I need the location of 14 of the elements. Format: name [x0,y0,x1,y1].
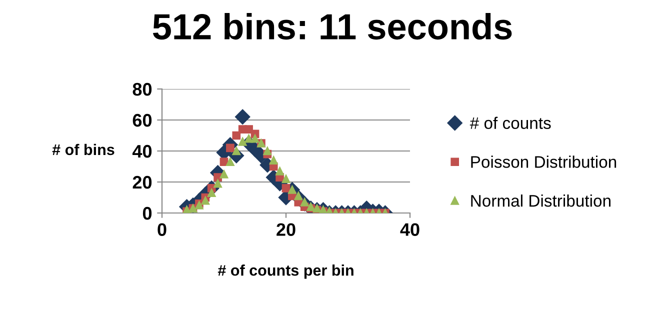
legend-label: Poisson Distribution [471,156,616,168]
x-tick-label: 0 [158,223,166,236]
y-tick-label: 0 [142,206,152,220]
y-axis-title: # of bins [52,144,114,156]
chart-title: 512 bins: 11 seconds [152,13,512,40]
y-tick-label: 40 [132,144,152,158]
x-axis-title: # of counts per bin [218,264,354,279]
y-tick-label: 60 [132,114,152,127]
legend-label: # of counts [470,116,551,130]
y-tick-label: 20 [132,176,152,189]
x-tick-label: 20 [276,223,296,236]
legend-label: Normal Distribution [471,194,610,207]
x-tick-label: 40 [400,223,420,236]
y-tick-label: 80 [132,82,152,96]
